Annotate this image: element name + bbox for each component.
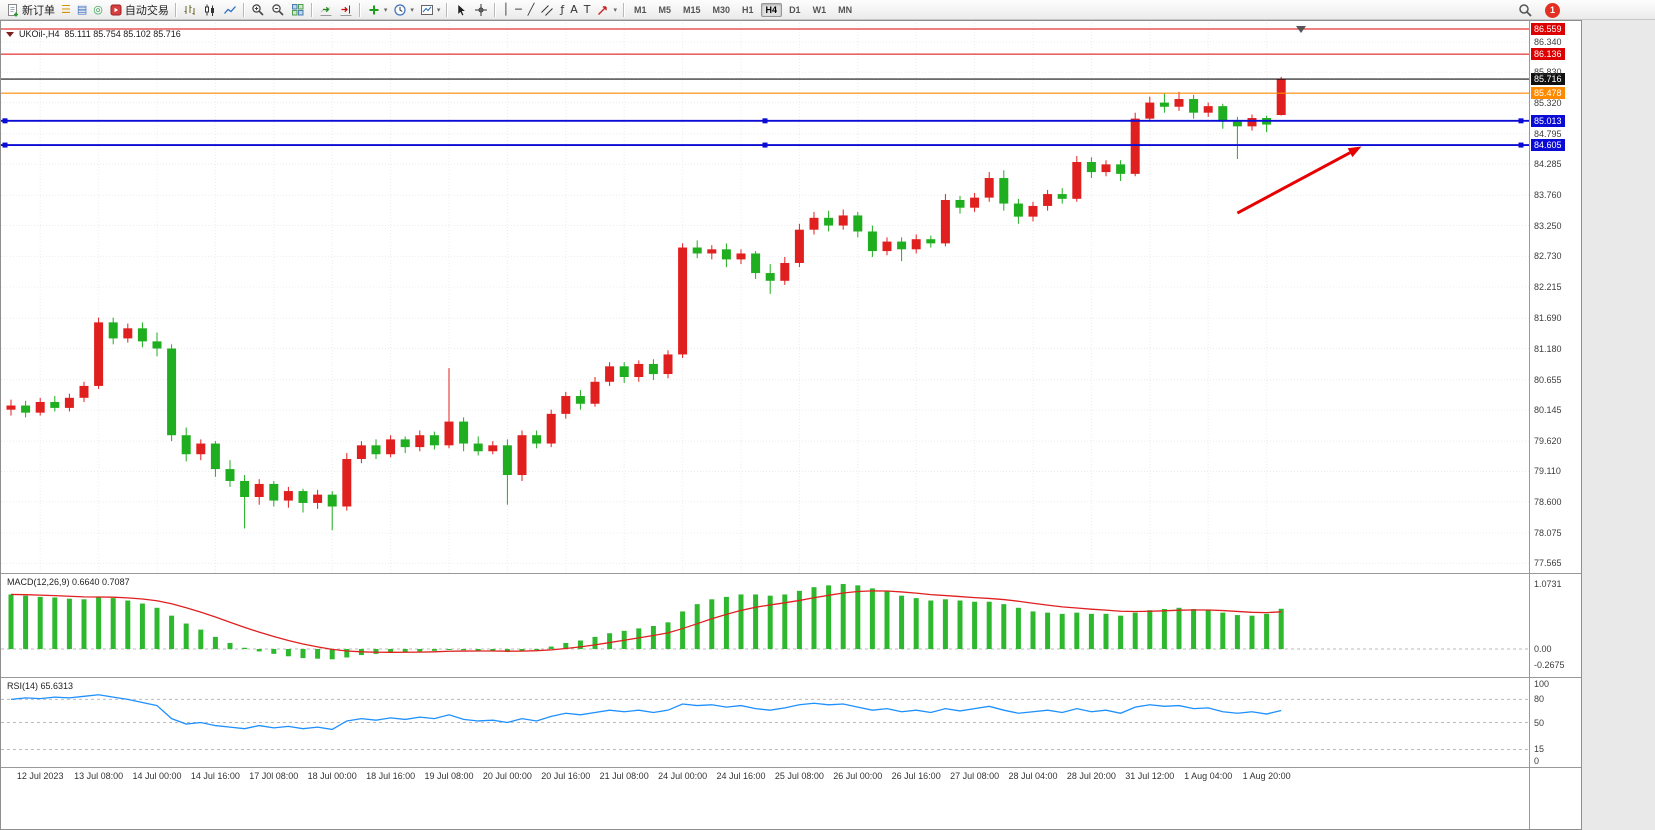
chart-plot[interactable]	[1, 21, 1581, 829]
market-watch-icon-glyph: ☰	[61, 2, 71, 16]
toolbar-items: 新订单 ☰ ▤ ◎ 自动交易 ▾ ▾ ▾ │ ─ ╱ ƒ A T ▾ M1 M5 M15 M30 H1 H4 D1 W1 MN	[3, 0, 858, 20]
grid	[1, 23, 1529, 573]
toolbar-separator	[174, 2, 177, 17]
template-button[interactable]: ▾	[417, 1, 444, 19]
chart-shift-marker-icon[interactable]	[1296, 26, 1306, 33]
notification-badge[interactable]: 1	[1545, 2, 1560, 18]
tile-glyph	[291, 3, 304, 15]
fibonacci-icon-glyph: ƒ	[560, 2, 565, 16]
text-icon-glyph: A	[570, 2, 578, 16]
toolbar-separator	[622, 2, 625, 17]
fibonacci-icon[interactable]: ƒ	[557, 1, 567, 19]
new-order-button[interactable]: 新订单	[3, 1, 58, 19]
period-button[interactable]: ▾	[390, 1, 417, 19]
tile-windows-icon[interactable]	[288, 1, 308, 19]
timeframe-h1-button[interactable]: H1	[742, 4, 754, 15]
shift-glyph	[340, 5, 352, 16]
line-handle[interactable]	[762, 142, 768, 148]
zoom-out-glyph	[272, 3, 284, 16]
trendline-icon[interactable]: ╱	[525, 1, 538, 19]
line-chart-icon[interactable]	[220, 1, 240, 19]
line-handle[interactable]	[1518, 118, 1524, 124]
line-handle[interactable]	[1518, 142, 1524, 148]
cursor-glyph	[458, 3, 467, 16]
timeframe-m5-button[interactable]: M5	[658, 4, 671, 15]
autoscroll-glyph	[320, 6, 332, 16]
trendline-icon-glyph: ╱	[527, 2, 535, 16]
zoom-in-glyph	[252, 3, 264, 16]
label-icon-glyph: T	[583, 2, 591, 16]
arrowtool-glyph	[598, 5, 608, 15]
timeframe-mn-button[interactable]: MN	[838, 4, 853, 15]
text-icon[interactable]: A	[567, 1, 581, 19]
crosshair-glyph	[475, 3, 488, 16]
alerts-icon-glyph: ◎	[93, 2, 103, 16]
data-window-icon[interactable]: ▤	[74, 1, 90, 19]
autotrading-button[interactable]: 自动交易	[106, 1, 172, 19]
timeframe-m1-button[interactable]: M1	[633, 4, 647, 15]
new-order-button-label: 新订单	[22, 4, 55, 17]
line-glyph	[223, 5, 236, 14]
search-glyph	[1519, 4, 1532, 17]
zoom-in-icon[interactable]	[248, 1, 268, 19]
template-glyph	[420, 4, 433, 15]
zoom-out-icon[interactable]	[268, 1, 288, 19]
timeframe-m30-button[interactable]: M30	[712, 4, 731, 15]
timeframe-h4-button[interactable]: H4	[760, 2, 783, 17]
toolbar-separator	[310, 2, 313, 17]
line-handle[interactable]	[2, 142, 8, 148]
bars-glyph	[184, 4, 195, 15]
channel-icon[interactable]	[537, 1, 557, 19]
arrow-annotation[interactable]	[1236, 146, 1362, 215]
alerts-icon[interactable]: ◎	[90, 1, 106, 19]
symbol-menu-icon[interactable]	[6, 31, 14, 37]
toolbar-separator	[446, 2, 449, 17]
horizontal-line-object[interactable]	[1, 142, 1529, 148]
toolbar-separator	[494, 2, 497, 17]
plus-glyph	[369, 5, 379, 14]
dropdown-caret-icon: ▾	[436, 5, 441, 14]
toolbar-separator	[358, 2, 361, 17]
auto-scroll-icon[interactable]	[316, 1, 336, 19]
chart-shift-icon[interactable]	[336, 1, 356, 19]
candles-glyph	[204, 4, 214, 16]
autotrading-button-label: 自动交易	[124, 4, 169, 17]
dropdown-caret-icon: ▾	[383, 5, 388, 14]
label-icon[interactable]: T	[581, 1, 594, 19]
arrows-button[interactable]: ▾	[593, 1, 620, 19]
clock-glyph	[394, 3, 407, 16]
market-watch-icon[interactable]: ☰	[58, 1, 74, 19]
order-glyph	[8, 3, 18, 16]
horizontal-line-icon-glyph: ─	[515, 2, 522, 16]
main-toolbar: 新订单 ☰ ▤ ◎ 自动交易 ▾ ▾ ▾ │ ─ ╱ ƒ A T ▾ M1 M5 M15 M30 H1 H4 D1 W1 MN…	[0, 0, 1655, 20]
vertical-line-icon[interactable]: │	[499, 1, 512, 19]
dropdown-caret-icon: ▾	[410, 5, 414, 14]
horizontal-line-icon[interactable]: ─	[512, 1, 525, 19]
vertical-line-icon-glyph: │	[502, 2, 510, 16]
line-handle[interactable]	[2, 118, 8, 124]
timeframe-d1-button[interactable]: D1	[789, 4, 801, 15]
add-indicator-button[interactable]: ▾	[364, 1, 391, 19]
horizontal-line-object[interactable]	[1, 118, 1529, 124]
candlestick-series	[6, 76, 1286, 531]
channel-glyph	[541, 4, 554, 16]
toolbar-right: 1	[1515, 1, 1560, 19]
search-icon[interactable]	[1515, 1, 1535, 19]
cursor-icon[interactable]	[451, 1, 471, 19]
timeframe-m15-button[interactable]: M15	[683, 4, 701, 15]
dropdown-caret-icon: ▾	[613, 5, 617, 14]
bar-chart-icon[interactable]	[180, 1, 200, 19]
chart-window: UKOil-,H4 85.111 85.754 85.102 85.716 MA…	[0, 20, 1582, 830]
crosshair-icon[interactable]	[471, 1, 491, 19]
timeframe-w1-button[interactable]: W1	[812, 4, 827, 15]
autotrading-glyph	[110, 4, 122, 15]
macd-indicator	[1, 583, 1529, 660]
rsi-indicator	[1, 694, 1529, 750]
candlestick-chart-icon[interactable]	[200, 1, 220, 19]
toolbar-separator	[242, 2, 245, 17]
data-window-icon-glyph: ▤	[76, 2, 88, 16]
line-handle[interactable]	[762, 118, 768, 124]
